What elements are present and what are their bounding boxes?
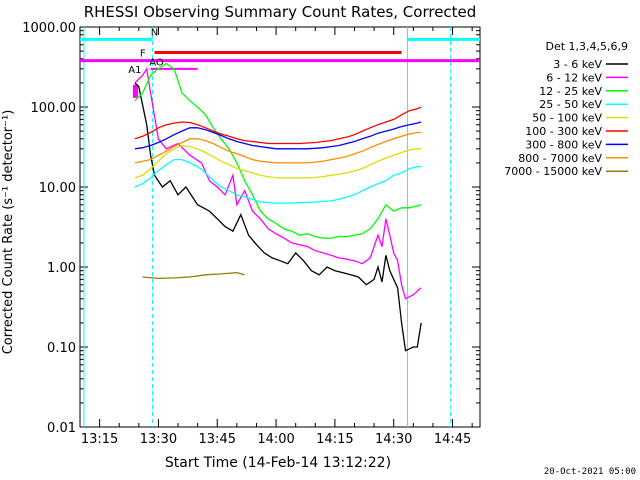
plot-frame	[79, 26, 481, 428]
axes: 13:15 13:30 13:45 14:00 14:15 14:30 14:45 0.01 0…	[22, 21, 481, 447]
x-tick-label: 14:45	[434, 432, 471, 447]
x-tick-label: 13:30	[140, 432, 177, 447]
annotation-label: N	[151, 27, 158, 38]
annotation-label: A1	[128, 65, 141, 76]
legend-label: 100 - 300 keV	[525, 125, 602, 138]
legend-label: 7000 - 15000 keV	[504, 165, 602, 178]
series-line-6	[134, 106, 422, 145]
series-line-8	[134, 131, 422, 164]
x-tick-label: 14:00	[257, 432, 294, 447]
legend-label: 300 - 800 keV	[525, 138, 602, 151]
series-line-9	[142, 271, 245, 280]
x-tick-label: 13:15	[81, 432, 118, 447]
attenuator-block	[132, 84, 138, 98]
y-tick-label: 0.01	[47, 421, 76, 436]
legend-label: 50 - 100 keV	[532, 112, 602, 125]
x-tick-label: 13:45	[199, 432, 236, 447]
annotation-label: AO	[149, 58, 164, 69]
y-tick-label: 100.00	[31, 101, 77, 116]
y-axis-label: Corrected Count Rate (s⁻¹ detector⁻¹)	[1, 110, 16, 355]
legend-title: Det 1,3,4,5,6,9	[545, 40, 628, 53]
legend-label: 800 - 7000 keV	[518, 152, 602, 165]
series-group	[134, 62, 422, 352]
x-tick-label: 14:15	[316, 432, 353, 447]
y-tick-label: 0.10	[47, 341, 76, 356]
series-line-1	[134, 82, 422, 352]
series-line-4	[134, 158, 422, 204]
series-line-3	[134, 62, 422, 239]
x-tick-label: 14:30	[375, 432, 412, 447]
y-tick-label: 10.00	[39, 181, 76, 196]
y-tick-label: 1000.00	[22, 21, 76, 36]
y-tick-label: 1.00	[47, 261, 76, 276]
series-line-2	[134, 66, 422, 300]
legend-label: 3 - 6 keV	[553, 58, 602, 71]
overlay-markers: NF A1 AO	[80, 27, 480, 427]
series-line-7	[134, 121, 422, 150]
x-axis-label: Start Time (14-Feb-14 13:12:22)	[165, 455, 391, 471]
footer-date: 20-Oct-2021 05:00	[544, 467, 636, 477]
annotation-label: F	[140, 49, 146, 60]
legend-label: 12 - 25 keV	[539, 85, 602, 98]
chart-title: RHESSI Observing Summary Count Rates, Co…	[84, 3, 477, 21]
series-line-5	[134, 144, 422, 179]
legend-label: 25 - 50 keV	[539, 98, 602, 111]
legend-label: 6 - 12 keV	[546, 71, 602, 84]
